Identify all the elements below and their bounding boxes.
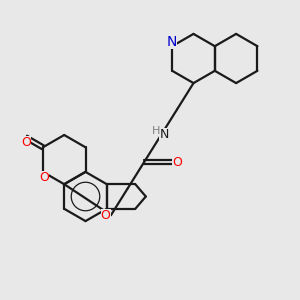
Text: O: O xyxy=(172,156,182,169)
Text: H: H xyxy=(152,126,160,136)
Text: N: N xyxy=(159,128,169,141)
Text: O: O xyxy=(40,171,49,184)
Text: O: O xyxy=(101,208,110,222)
Text: O: O xyxy=(21,136,31,149)
Text: N: N xyxy=(167,35,177,49)
